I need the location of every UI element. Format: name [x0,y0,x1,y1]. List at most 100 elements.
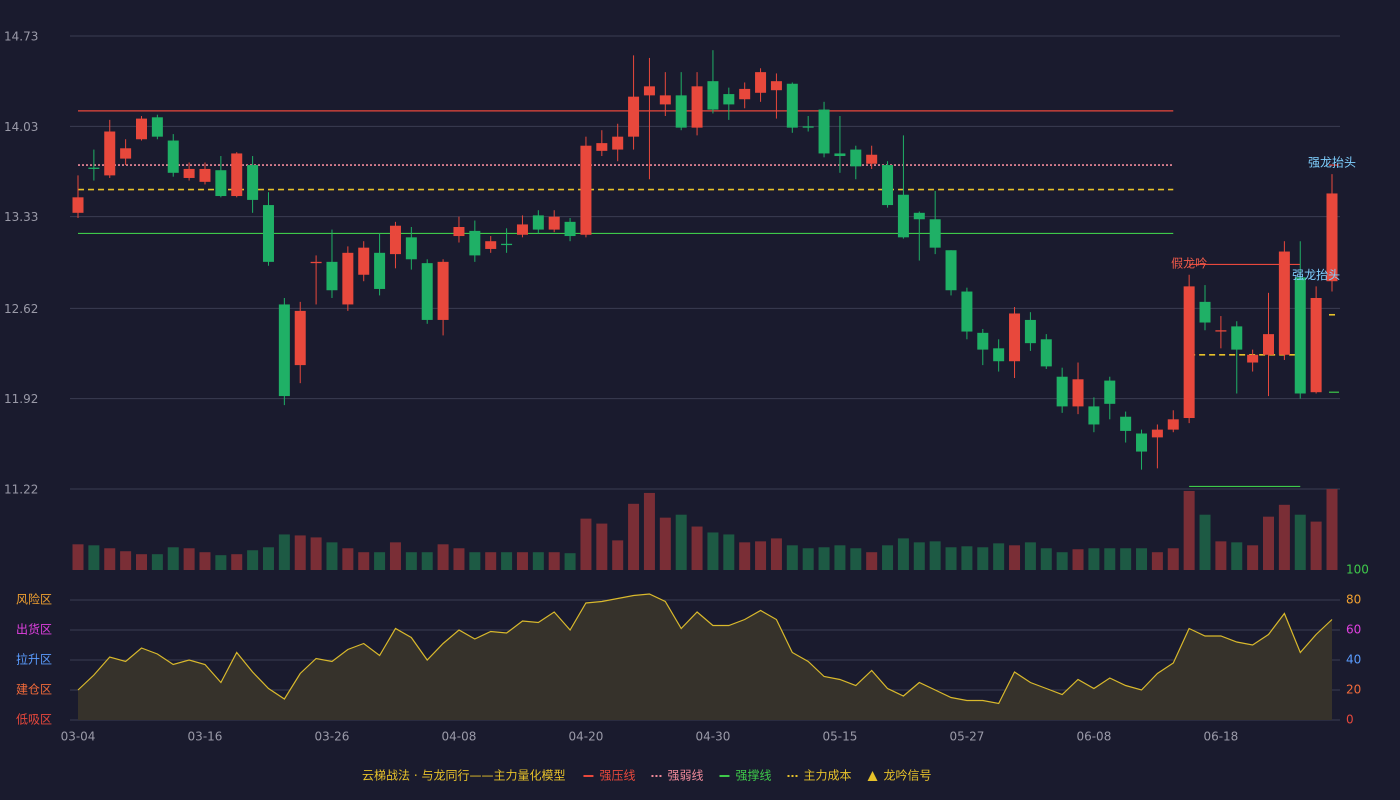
volume-bar [755,541,767,570]
candle-body [580,145,592,235]
candle-body [501,243,513,246]
candle-body [104,131,116,176]
candle-body [961,291,973,332]
candle-body [485,241,497,249]
volume-bar [643,492,655,570]
candle-body [707,81,719,110]
candle-body [1151,429,1163,438]
legend-swatch [867,771,878,781]
candle-body [882,165,894,206]
volume-bar [1088,548,1100,570]
candle-body [786,83,798,128]
candle-body [1136,433,1148,452]
candle-body [453,227,465,237]
candle-body [628,96,640,137]
legend-label: 强弱线 [667,769,703,783]
volume-bar [1278,504,1290,570]
y2-tick-label: 40 [1346,653,1361,667]
candle-body [1294,277,1306,394]
signal-label: 强龙抬头 [1308,156,1356,170]
candle-body [1120,416,1132,431]
volume-bar [691,526,703,570]
x-tick-label: 04-30 [695,730,730,744]
candle-body [1215,330,1227,332]
candle-body [691,86,703,128]
candle-body [977,332,989,350]
volume-bar [1215,541,1227,570]
volume-bar [945,547,957,570]
candle-body [596,143,608,151]
candle-body [548,216,560,230]
candle-body [945,250,957,291]
candle-body [120,148,132,159]
volume-bar [88,545,100,570]
y2-tick-label: 20 [1346,683,1361,697]
x-tick-label: 03-26 [315,730,350,744]
volume-bar [72,544,84,570]
volume-bar [1120,548,1132,570]
volume-bar [326,542,338,570]
volume-bar [977,547,989,570]
volume-bar [342,548,354,570]
signal-label: 强龙抬头 [1292,268,1340,282]
candle-body [167,140,179,173]
volume-bar [834,545,846,570]
x-tick-label: 04-08 [442,730,477,744]
volume-bar [1040,548,1052,570]
volume-bar [151,554,163,570]
candle-body [770,81,782,91]
volume-bar [1167,548,1179,570]
candle-body [358,247,370,275]
candle-body [374,252,386,289]
candle-body [675,95,687,128]
candle-body [183,168,195,178]
volume-bar [183,548,195,570]
volume-bar [294,535,306,570]
candle-body [1024,319,1036,344]
volume-bar [215,555,227,570]
candle-body [1104,380,1116,404]
volume-bar [929,541,941,570]
legend-label: 强压线 [599,769,635,783]
candle-body [278,304,290,397]
volume-bar [1231,542,1243,570]
volume-bar [262,547,274,570]
legend-label: 主力成本 [804,769,852,783]
volume-bar [675,514,687,570]
volume-bar [659,517,671,570]
candle-body [993,348,1005,362]
volume-bar [1024,542,1036,570]
volume-bar [1104,548,1116,570]
volume-bar [1072,549,1084,570]
volume-bar [501,552,513,570]
y-tick-label: 11.22 [4,483,38,497]
candle-body [850,149,862,167]
volume-bar [247,550,259,570]
volume-bar [770,538,782,570]
candle-body [897,194,909,238]
indicator-line [77,593,1333,705]
legend-label: 龙吟信号 [884,768,932,783]
volume-bar [628,503,640,570]
volume-bar [358,552,370,570]
candle-body [1247,354,1259,363]
volume-bar [1263,516,1275,570]
candle-body [1231,326,1243,350]
candle-body [564,221,576,237]
volume-bar [120,551,132,570]
x-tick-label: 04-20 [569,730,604,744]
candle-body [818,109,830,154]
volume-bar [961,546,973,570]
zone-label: 建仓区 [16,683,52,697]
candle-body [643,86,655,96]
candle-body [199,168,211,182]
volume-bar [278,534,290,570]
zone-label: 低吸区 [16,713,52,727]
volume-bar [1136,548,1148,570]
volume-bar [993,543,1005,570]
x-tick-label: 05-15 [822,730,857,744]
zone-label: 拉升区 [16,652,52,667]
volume-bar [596,523,608,570]
